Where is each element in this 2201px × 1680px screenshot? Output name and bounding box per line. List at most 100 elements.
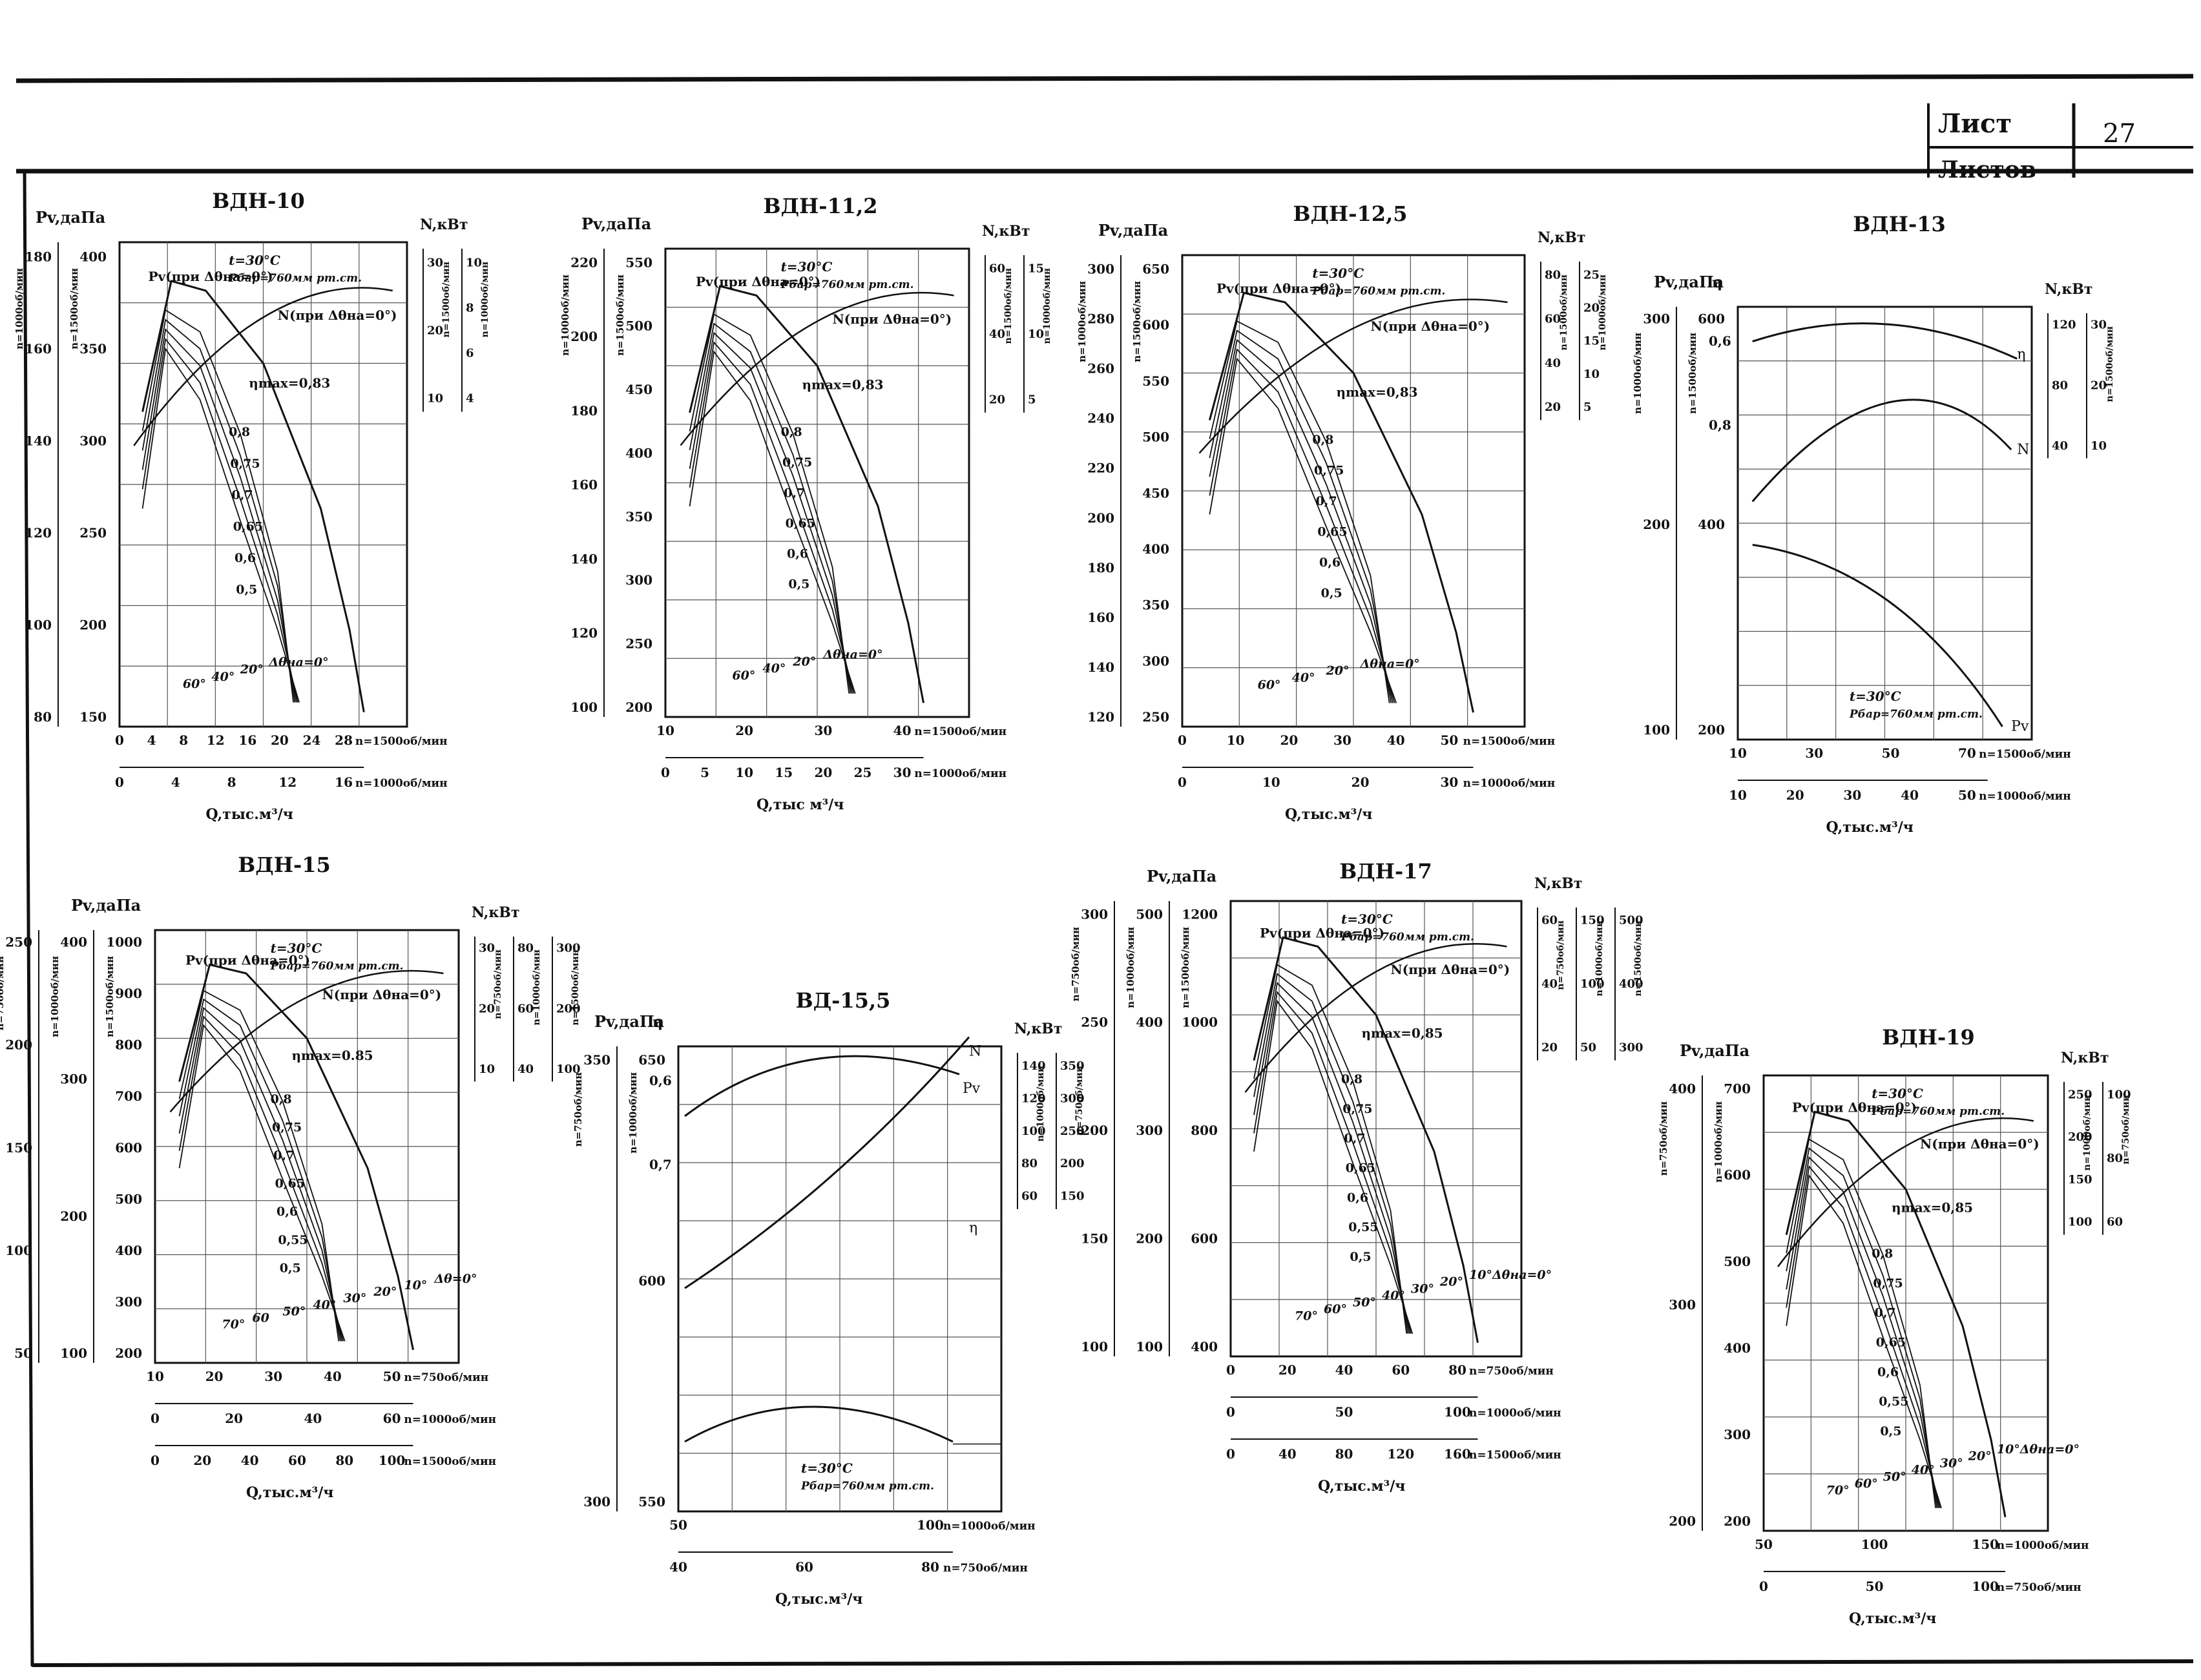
x-tick-label: 50 (1335, 1404, 1353, 1420)
x-tick-label: 16 (238, 732, 256, 748)
chart-title: ВДН-15 (238, 853, 331, 877)
curve-label: Pv (963, 1081, 981, 1097)
y-tick-label: 160 (570, 477, 598, 493)
x-scale-label: n=750об/мин (404, 1371, 488, 1384)
n-tick-label: 150 (2068, 1173, 2092, 1187)
n-tick-label: 10 (2091, 439, 2107, 453)
x-tick-label: 30 (1440, 774, 1458, 790)
n-scale-label: n=1000об/мин (2082, 1095, 2092, 1170)
y-tick-label: 800 (115, 1037, 142, 1053)
y-tick-label: 350 (583, 1052, 610, 1068)
n-scale-label: n=1500об/мин (1633, 920, 1643, 996)
chart-2: ВДН-11,2Pv,даПа200250300350400450500550n… (559, 194, 1052, 813)
x-tick-label: 16 (335, 774, 353, 790)
x-tick-label: 20 (1278, 1362, 1297, 1378)
eta-label: 0,65 (1346, 1161, 1375, 1175)
y-tick-label: 150 (5, 1140, 32, 1156)
x-scale-label: n=1000об/мин (1997, 1539, 2089, 1552)
curve-label: N(при Δθна=0°) (1920, 1136, 2039, 1152)
x-tick-label: 100 (1972, 1579, 1999, 1594)
y-scale-label: n=750об/мин (1070, 927, 1081, 1001)
n-scale-label: n=1000об/мин (480, 262, 490, 337)
y-tick-label: 800 (1191, 1123, 1218, 1138)
angle-label: 50° (282, 1304, 306, 1318)
x-tick-label: 40 (1387, 732, 1405, 748)
y-tick-label: 600 (1142, 317, 1169, 333)
x-tick-label: 20 (814, 765, 832, 780)
x-tick-label: 120 (1387, 1446, 1414, 1462)
n-tick-label: 300 (1619, 1041, 1643, 1055)
pressure-curve-family (180, 1025, 345, 1341)
y-tick-label: 280 (1087, 311, 1114, 327)
y-tick-label: 300 (1724, 1427, 1751, 1442)
x-tick-label: 10 (146, 1369, 164, 1384)
pressure-curve-family (1786, 1139, 1935, 1508)
chart-5: ВДН-15Pv,даПа200300400500600700800900100… (0, 853, 581, 1501)
x-tick-label: 24 (303, 732, 321, 748)
curve-label: η (2017, 346, 2025, 362)
x-scale-label: n=1500об/мин (914, 725, 1007, 738)
y-tick-label: 550 (1142, 373, 1169, 389)
pressure-curve (685, 1056, 959, 1116)
chart-title: ВДН-13 (1853, 212, 1946, 236)
chart-title: ВДН-10 (212, 189, 305, 213)
eta-label: 0,55 (1879, 1395, 1908, 1409)
y-tick-label: 160 (25, 341, 52, 357)
n-tick-label: 80 (1021, 1157, 1038, 1170)
angle-label: 60° (183, 677, 206, 691)
x-scale-label: n=1000об/мин (404, 1413, 496, 1426)
n-tick-label: 40 (2052, 439, 2068, 453)
y-tick-label: 200 (1698, 722, 1725, 738)
y-tick-label: 180 (570, 403, 598, 419)
x-tick-label: 40 (241, 1453, 259, 1468)
y-tick-label: 500 (115, 1191, 142, 1207)
x-tick-label: 30 (814, 723, 832, 738)
x-tick-label: 60 (795, 1559, 813, 1575)
curve-label: N(при Δθна=0°) (833, 311, 952, 327)
y-tick-label: 250 (625, 636, 652, 652)
y-tick-label: 450 (625, 382, 652, 397)
p-note: Pбар=760мм рт.ст. (1849, 708, 1983, 721)
eta-label: 0,8 (1872, 1247, 1893, 1261)
x-tick-label: 50 (1755, 1537, 1773, 1552)
y-tick-label: 1200 (1182, 906, 1218, 922)
n-scale-label: n=1500об/мин (441, 262, 452, 337)
n-tick-label: 4 (466, 392, 474, 406)
pressure-curve-family (1209, 321, 1389, 703)
t-note: t=30°C (1341, 911, 1393, 927)
y-tick-label: 200 (1081, 1123, 1108, 1138)
y-tick-label: 400 (60, 935, 87, 950)
y-tick-label: 140 (1087, 659, 1114, 675)
t-note: t=30°C (1312, 265, 1364, 281)
eta-label: 0,6 (1319, 555, 1340, 570)
y-tick-label: 100 (25, 617, 52, 633)
eta-label: 0,8 (1341, 1072, 1362, 1086)
eta-tick-label: 0,8 (1709, 417, 1731, 433)
angle-label: 20° (240, 663, 264, 677)
x-tick-label: 20 (735, 723, 753, 738)
x-tick-label: 150 (1972, 1537, 1999, 1552)
eta-axis-label: η (652, 1014, 663, 1031)
y-tick-label: 150 (1081, 1231, 1108, 1247)
y-tick-label: 600 (1724, 1167, 1751, 1183)
angle-label: 70° (222, 1317, 245, 1331)
x-tick-label: 10 (735, 765, 753, 780)
angle-label: 40° (1292, 671, 1315, 685)
y-tick-label: 200 (115, 1345, 142, 1361)
eta-label: 0,6 (276, 1205, 298, 1219)
n-tick-label: 8 (466, 302, 474, 315)
eta-label: 0,75 (1873, 1276, 1903, 1291)
y-scale-label: n=750об/мин (572, 1072, 584, 1146)
y-scale-label: n=1000об/мин (1076, 281, 1088, 362)
x-tick-label: 40 (324, 1369, 342, 1384)
y-tick-label: 300 (1136, 1123, 1163, 1138)
x-tick-label: 10 (1227, 732, 1245, 748)
angle-label: 60° (1258, 678, 1281, 692)
t-note: t=30°C (1850, 689, 1901, 704)
x-scale-label: n=1000об/мин (1979, 790, 2071, 803)
eta-label: 0,5 (280, 1261, 301, 1275)
y-tick-label: 120 (570, 625, 598, 641)
x-tick-label: 8 (227, 774, 236, 790)
n-scale-label: n=1000об/мин (1036, 1066, 1046, 1141)
eta-label: 0,65 (233, 519, 263, 534)
